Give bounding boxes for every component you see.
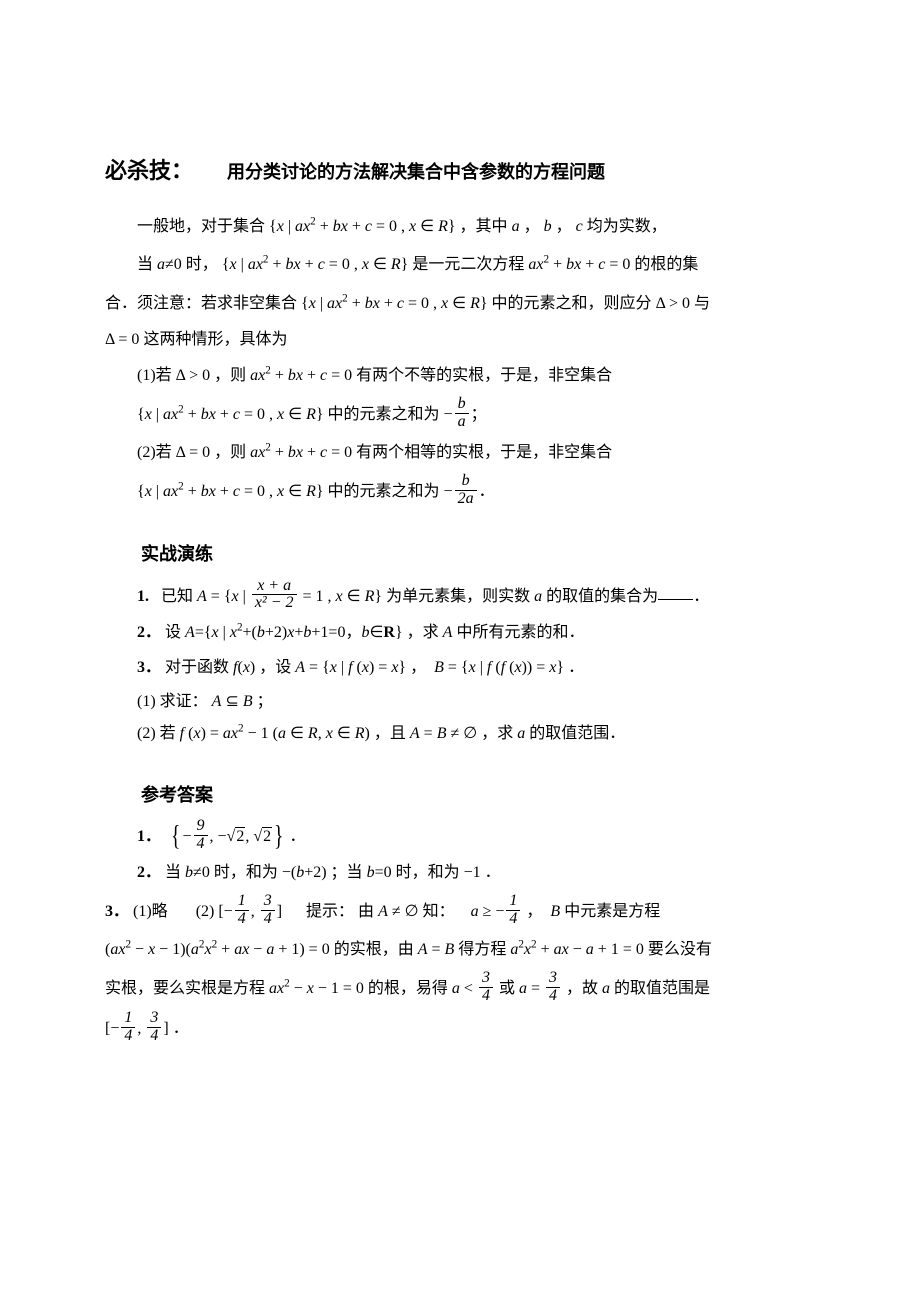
case1-line1: (1)若 Δ > 0 ，则 ax2 + bx + c = 0 有两个不等的实根，…: [105, 361, 815, 391]
text: ，其中: [460, 218, 512, 235]
text: ，设: [259, 659, 295, 676]
text: 得方程: [458, 941, 510, 958]
text: ．: [568, 659, 584, 676]
text: ，: [526, 903, 542, 920]
case1-line2: {x | ax2 + bx + c = 0 , x ∈ R} 中的元素之和为 −…: [105, 398, 815, 433]
text: ；当: [331, 864, 367, 881]
answers-heading: 参考答案: [105, 778, 815, 812]
text: 当: [137, 256, 157, 273]
text: 为单元素集，则实数: [386, 587, 534, 604]
text: 这两种情形，具体为: [143, 331, 287, 348]
text: ．: [173, 1020, 189, 1037]
text: ，则: [214, 367, 250, 384]
text: 的取值范围是: [614, 980, 710, 997]
intro-p2: 当 a≠0 时， {x | ax2 + bx + c = 0 , x ∈ R} …: [105, 250, 815, 280]
exercises-heading: 实战演练: [105, 537, 815, 571]
text: 时，和为: [396, 864, 464, 881]
exercise-3-2: (2) 若 f (x) = ax2 − 1 (a ∈ R, x ∈ R) ，且 …: [137, 719, 815, 749]
exercise-2: 2． 设 A={x | x2+(b+2)x+b+1=0，b∈R} ，求 A 中所…: [137, 618, 815, 648]
q3-number: 3．: [137, 659, 161, 676]
answer-2: 2． 当 b≠0 时，和为 −(b+2) ；当 b=0 时，和为 −1 ．: [137, 858, 815, 888]
text: 是一元二次方程: [412, 256, 528, 273]
hint-label: 提示：: [306, 903, 354, 920]
answer-3-line1: 3． (1)略 (2) [−14, 34] 提示： 由 A ≠ ∅ 知： a ≥…: [105, 895, 815, 930]
text: 已知: [161, 587, 197, 604]
text: 的根的集: [634, 256, 698, 273]
intro-p3: 合．须注意：若求非空集合 {x | ax2 + bx + c = 0 , x ∈…: [105, 289, 815, 319]
document-page: 必杀技： 用分类讨论的方法解决集合中含参数的方程问题 一般地，对于集合 {x |…: [0, 0, 920, 1302]
text: 的取值的集合为: [546, 587, 658, 604]
text: 中的元素之和为: [328, 483, 444, 500]
exercise-1: 1. 已知 A = {x | x + ax² − 2 = 1 , x ∈ R} …: [137, 580, 815, 615]
text: 中的元素之和，则应分: [492, 295, 656, 312]
answer-3-line3: 实根，要么实根是方程 ax2 − x − 1 = 0 的根，易得 a < 34 …: [105, 972, 815, 1007]
text: 的实根，由: [334, 941, 418, 958]
text: (1)若: [137, 367, 176, 384]
text: (1)略: [133, 903, 168, 920]
text: 设: [165, 624, 185, 641]
text: 中所有元素的和．: [456, 624, 584, 641]
blank: [658, 583, 693, 600]
text: 的取值范围．: [529, 725, 625, 742]
text: ，则: [214, 444, 250, 461]
text: 或: [499, 980, 519, 997]
exercise-3-1: (1) 求证： A ⊆ B ；: [137, 687, 815, 717]
text: 中的元素之和为: [328, 406, 444, 423]
text: 中元素是方程: [564, 903, 660, 920]
q2-number: 2．: [137, 624, 161, 641]
a1-number: 1．: [137, 828, 161, 845]
text: 实根，要么实根是方程: [105, 980, 269, 997]
heading-label: 必杀技：: [105, 158, 193, 183]
heading-row: 必杀技： 用分类讨论的方法解决集合中含参数的方程问题: [105, 150, 815, 192]
text: ，求: [407, 624, 443, 641]
text: 合．须注意：若求非空集合: [105, 295, 301, 312]
text: (2)若: [137, 444, 176, 461]
a3-number: 3．: [105, 903, 129, 920]
text: (1) 求证：: [137, 693, 208, 710]
text: (2): [196, 903, 219, 920]
text: 时，和为: [214, 864, 282, 881]
text: ，求: [481, 725, 517, 742]
text: ；: [257, 693, 273, 710]
text: ．: [290, 828, 306, 845]
text: 与: [694, 295, 710, 312]
text: 有两个不等的实根，于是，非空集合: [356, 367, 612, 384]
text: 均为实数，: [587, 218, 667, 235]
case2-line2: {x | ax2 + bx + c = 0 , x ∈ R} 中的元素之和为 −…: [105, 475, 815, 510]
text: 知：: [423, 903, 455, 920]
text: ．: [693, 587, 709, 604]
text: 的根，易得: [368, 980, 452, 997]
text: ，故: [566, 980, 602, 997]
exercise-3: 3． 对于函数 f(x) ，设 A = {x | f (x) = x} ， B …: [137, 653, 815, 683]
text: ，且: [374, 725, 410, 742]
intro-p4: Δ = 0 这两种情形，具体为: [105, 325, 815, 355]
a2-number: 2．: [137, 864, 161, 881]
text: 一般地，对于集合: [137, 218, 269, 235]
answer-3-line4: [−14, 34] ．: [105, 1012, 815, 1047]
text: (2) 若: [137, 725, 180, 742]
text: 当: [165, 864, 185, 881]
case2-line1: (2)若 Δ = 0 ，则 ax2 + bx + c = 0 有两个相等的实根，…: [105, 438, 815, 468]
answer-3-line2: (ax2 − x − 1)(a2x2 + ax − a + 1) = 0 的实根…: [105, 935, 815, 965]
text: ．: [485, 864, 501, 881]
text: 时，: [186, 256, 218, 273]
text: 要么没有: [648, 941, 712, 958]
text: 由: [358, 903, 378, 920]
heading-title: 用分类讨论的方法解决集合中含参数的方程问题: [227, 162, 605, 182]
intro-p1: 一般地，对于集合 {x | ax2 + bx + c = 0 , x ∈ R} …: [105, 212, 815, 242]
answer-1: 1． {−94, −√2, √2} ．: [137, 820, 815, 855]
text: 有两个相等的实根，于是，非空集合: [356, 444, 612, 461]
q1-number: 1.: [137, 587, 149, 604]
text: 对于函数: [165, 659, 233, 676]
